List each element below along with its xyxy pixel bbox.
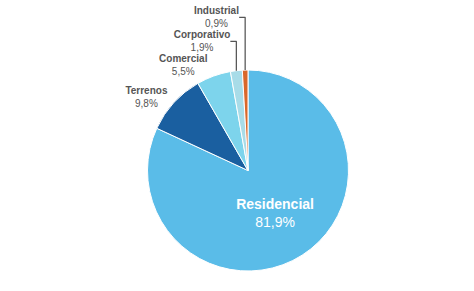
svg-text:Industrial0,9%: Industrial0,9% bbox=[194, 5, 239, 29]
svg-text:Residencial81,9%: Residencial81,9% bbox=[236, 196, 314, 230]
svg-text:Terrenos9,8%: Terrenos9,8% bbox=[125, 85, 167, 109]
svg-text:Corporativo1,9%: Corporativo1,9% bbox=[174, 29, 231, 53]
svg-text:Comercial5,5%: Comercial5,5% bbox=[159, 53, 208, 77]
